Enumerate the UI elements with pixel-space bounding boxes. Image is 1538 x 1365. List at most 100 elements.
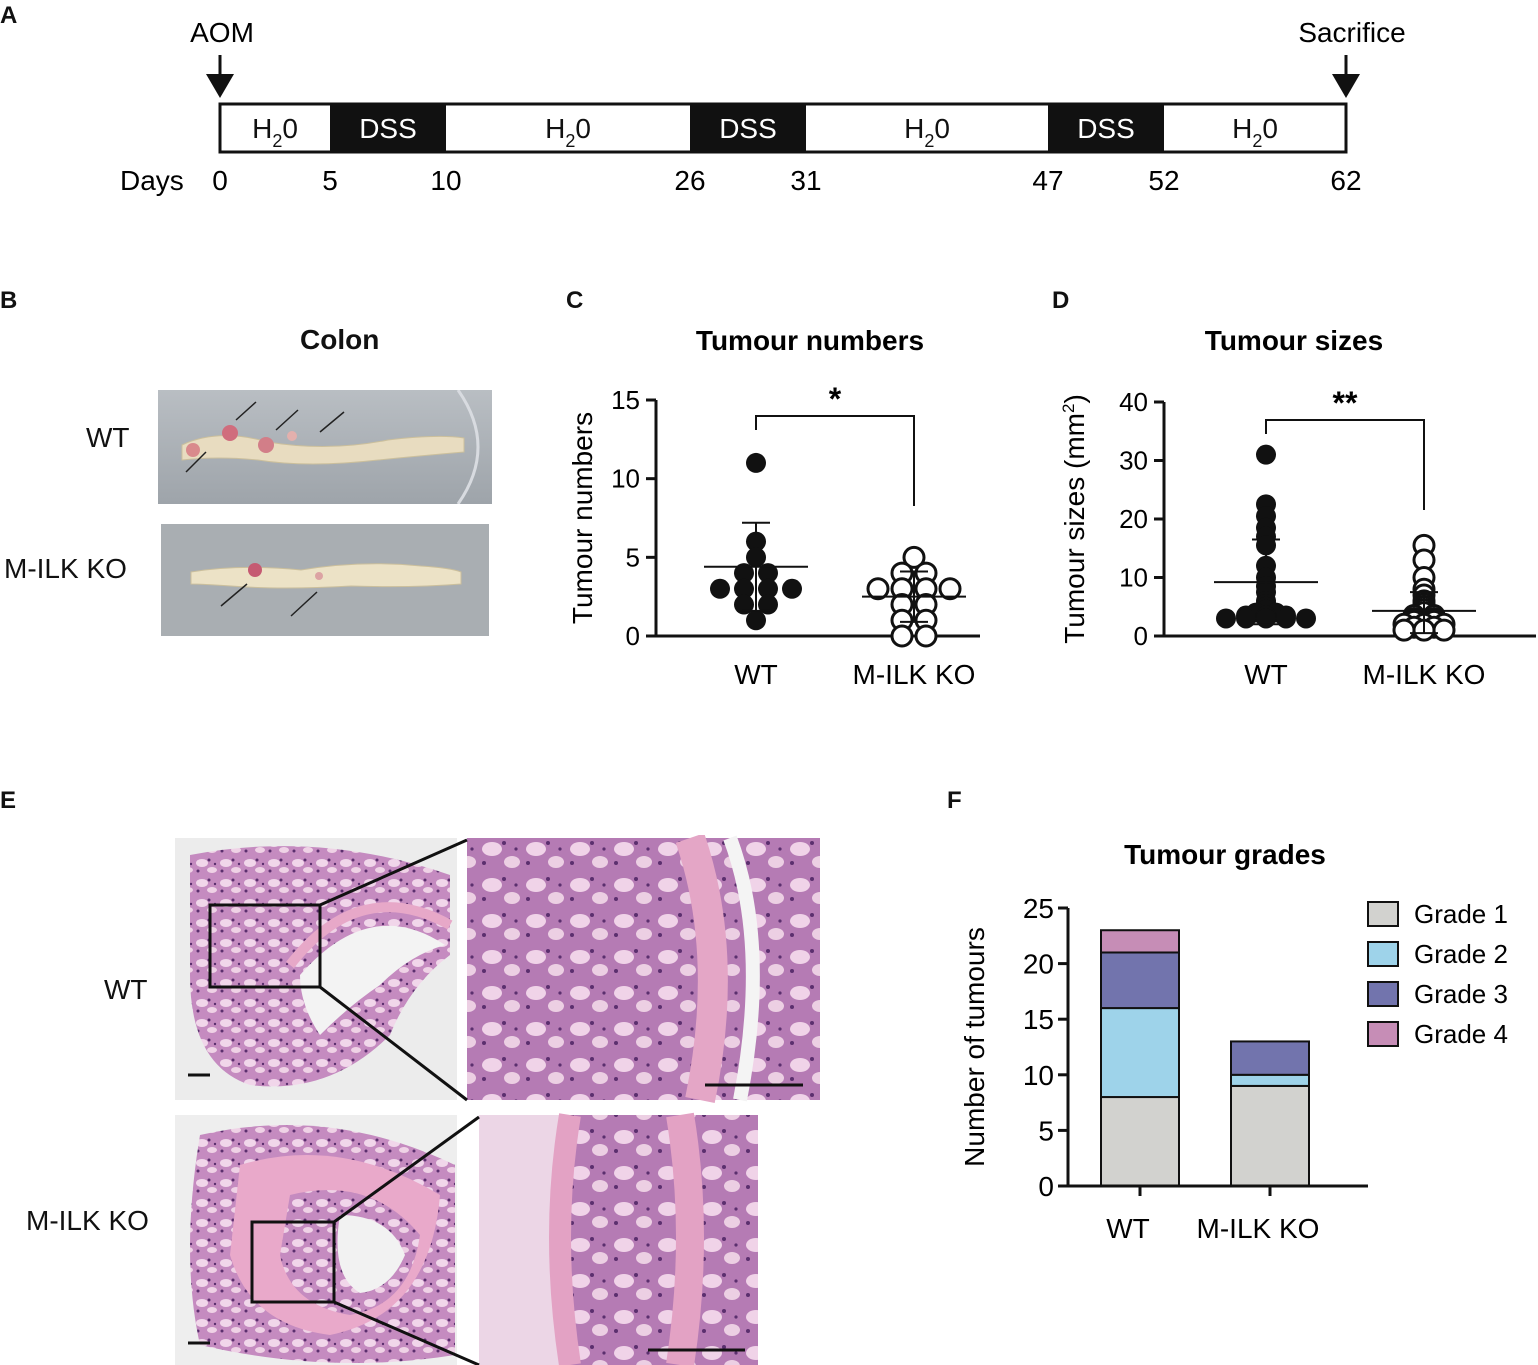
data-point (710, 578, 730, 599)
wt-zoom-box (208, 903, 322, 989)
y-axis-label: Tumour sizes (mm2) (1059, 394, 1090, 644)
x-category-label: WT (1244, 659, 1288, 690)
colon-row-label-wt: WT (86, 422, 130, 453)
x-category-label: WT (734, 659, 778, 690)
ko-zoom-box (250, 1220, 336, 1304)
treatment-timeline: AOM Sacrifice H20 DSS H20 DSS H20 DSS H20 Days… (120, 17, 1406, 196)
sacrifice-label: Sacrifice (1298, 17, 1405, 48)
timeline-segment (806, 104, 1048, 152)
data-point (746, 452, 766, 473)
timeline-border (218, 102, 1348, 154)
bar-segment (1230, 1040, 1310, 1076)
y-tick-label: 30 (1119, 446, 1148, 476)
y-tick-label: 15 (611, 385, 640, 415)
legend-swatch (1367, 981, 1399, 1007)
y-tick-label: 0 (626, 621, 640, 651)
data-point (914, 624, 938, 648)
legend-swatch (1367, 1021, 1399, 1047)
legend-swatch (1367, 901, 1399, 927)
bar-segment (1100, 929, 1180, 954)
tumour-numbers-chart: Tumour numbers 0 5 10 15 Tumour numbers WT M-IL… (567, 325, 980, 690)
data-point (890, 624, 914, 648)
y-tick-label: 20 (1023, 949, 1054, 980)
data-point (1432, 618, 1456, 642)
data-point (902, 545, 926, 569)
legend-label: Grade 2 (1414, 939, 1508, 969)
legend-label: Grade 4 (1414, 1019, 1508, 1049)
bar-segment (1100, 1096, 1180, 1188)
colon-photo-ko (161, 524, 489, 636)
y-axis-label: Tumour numbers (567, 412, 598, 624)
day-ticks: 0 5 10 26 31 47 52 62 (212, 165, 1361, 196)
significance-label: * (829, 381, 842, 417)
timeline-segment (690, 104, 806, 152)
day-tick-label: 52 (1148, 165, 1179, 196)
timeline-segment-label: DSS (359, 113, 417, 144)
y-axis-label: Number of tumours (959, 927, 990, 1167)
colon-title: Colon (300, 324, 380, 355)
significance-bracket (1265, 419, 1425, 510)
panel-letter-b: B (0, 287, 18, 314)
data-point (734, 563, 754, 584)
data-point (734, 578, 754, 599)
timeline-segment (1164, 104, 1346, 152)
timeline-segment (330, 104, 446, 152)
timeline-segment-label: DSS (1077, 113, 1135, 144)
y-tick-label: 5 (626, 542, 640, 572)
colon-photo-wt (158, 390, 492, 504)
day-tick-label: 26 (674, 165, 705, 196)
legend-label: Grade 3 (1414, 979, 1508, 1009)
panel-letter-f: F (947, 787, 962, 814)
data-point (734, 594, 754, 615)
legend-label: Grade 1 (1414, 899, 1508, 929)
tumour-grades-chart: Tumour grades WT M-ILK KO 0 5 10 15 20 25 Number … (959, 839, 1508, 1244)
day-tick-label: 0 (212, 165, 228, 196)
panel-letter-c: C (566, 287, 584, 314)
data-point (1296, 608, 1316, 629)
y-tick-label: 25 (1023, 893, 1054, 924)
days-label: Days (120, 165, 184, 196)
chart-title: Tumour sizes (1205, 325, 1383, 356)
y-tick-label: 15 (1023, 1004, 1054, 1035)
timeline-segment-label: DSS (719, 113, 777, 144)
y-tick-label: 10 (1119, 563, 1148, 593)
timeline-segment-label: H20 (1232, 113, 1278, 151)
bar-segment (1230, 1073, 1310, 1087)
x-category-label: WT (1106, 1213, 1150, 1244)
day-tick-label: 62 (1330, 165, 1361, 196)
y-tick-label: 10 (611, 464, 640, 494)
y-tick-label: 0 (1038, 1171, 1054, 1202)
chart-title: Tumour numbers (696, 325, 924, 356)
data-point (758, 578, 778, 599)
timeline-segment (446, 104, 690, 152)
data-point (938, 577, 962, 601)
y-tick-label: 5 (1038, 1115, 1054, 1146)
legend-swatch (1367, 941, 1399, 967)
aom-label: AOM (190, 17, 254, 48)
sacrifice-arrow-icon (1332, 74, 1360, 98)
day-tick-label: 47 (1032, 165, 1063, 196)
y-tick-label: 40 (1119, 387, 1148, 417)
data-point (758, 594, 778, 615)
timeline-segment-label: H20 (252, 113, 298, 151)
data-point (746, 610, 766, 631)
data-point (1236, 608, 1256, 629)
histology-row-label-ko: M-ILK KO (26, 1205, 149, 1236)
y-tick-label: 10 (1023, 1060, 1054, 1091)
data-point (782, 578, 802, 599)
data-point (1276, 608, 1296, 629)
colon-row-label-ko: M-ILK KO (4, 553, 127, 584)
histology-figure (175, 835, 820, 1365)
significance-bracket (755, 415, 915, 506)
aom-arrow-icon (206, 74, 234, 98)
bar-segment (1100, 1007, 1180, 1099)
bar-segment (1230, 1084, 1310, 1187)
timeline-segment-label: H20 (545, 113, 591, 151)
y-tick-label: 20 (1119, 504, 1148, 534)
data-point (1256, 444, 1276, 465)
panel-letter-d: D (1052, 287, 1070, 314)
timeline-bar: H20 DSS H20 DSS H20 DSS H20 (218, 102, 1348, 154)
day-tick-label: 10 (430, 165, 461, 196)
data-point (758, 563, 778, 584)
x-category-label: M-ILK KO (853, 659, 976, 690)
